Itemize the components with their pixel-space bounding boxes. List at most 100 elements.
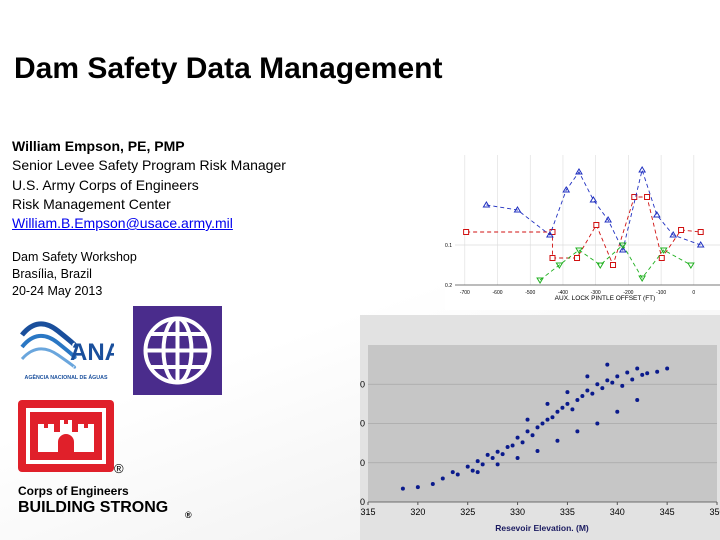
x-tick-label: -500 xyxy=(525,290,535,296)
x-tick-label: 325 xyxy=(460,507,475,517)
data-point xyxy=(535,448,540,453)
data-point xyxy=(600,386,605,391)
marker xyxy=(545,231,554,238)
marker xyxy=(658,255,665,261)
author-line: Risk Management Center xyxy=(12,196,171,212)
data-point xyxy=(530,433,535,438)
marker xyxy=(686,262,695,269)
marker xyxy=(575,247,583,254)
data-point xyxy=(505,445,510,450)
registered-mark: ® xyxy=(114,461,124,476)
data-point xyxy=(465,464,470,469)
x-tick-label: -100 xyxy=(656,290,666,296)
data-point xyxy=(620,383,625,388)
marker xyxy=(696,241,705,248)
data-point xyxy=(495,462,500,467)
author-line: Senior Levee Safety Program Risk Manager xyxy=(12,157,286,173)
footer-line: Corps of Engineers xyxy=(18,484,129,498)
marker xyxy=(555,262,564,269)
data-point xyxy=(520,440,525,445)
x-tick-label: -200 xyxy=(623,290,633,296)
marker xyxy=(562,186,571,193)
marker xyxy=(678,227,685,233)
data-point xyxy=(485,452,490,457)
marker xyxy=(482,201,491,208)
marker xyxy=(659,247,668,254)
data-point xyxy=(455,472,460,477)
y-tick-label: -0.2 xyxy=(445,283,452,289)
marker xyxy=(575,168,583,175)
data-point xyxy=(525,417,530,422)
usace-logo xyxy=(18,400,114,472)
data-point xyxy=(565,401,570,406)
marker xyxy=(593,222,600,228)
data-point xyxy=(555,438,560,443)
x-tick-label: 320 xyxy=(410,507,425,517)
data-point xyxy=(475,470,480,475)
ana-logo: ANA AGÊNCIA NACIONAL DE ÁGUAS xyxy=(18,305,114,395)
y-tick-label: 1500 xyxy=(360,379,365,389)
x-tick-label: 350 xyxy=(709,507,720,517)
series-line xyxy=(486,168,701,252)
plot-area xyxy=(455,155,720,285)
data-point xyxy=(630,377,635,382)
data-point xyxy=(605,362,610,367)
data-point xyxy=(545,417,550,422)
data-point xyxy=(545,401,550,406)
x-tick-label: 315 xyxy=(360,507,375,517)
y-tick-label: 500 xyxy=(360,458,365,468)
marker xyxy=(589,196,598,203)
x-tick-label: 0 xyxy=(692,290,695,296)
data-point xyxy=(580,394,585,399)
data-point xyxy=(515,435,520,440)
event-line: 20-24 May 2013 xyxy=(12,284,103,298)
author-line: U.S. Army Corps of Engineers xyxy=(12,177,199,193)
data-point xyxy=(550,415,555,420)
footer-slogan: BUILDING STRONG xyxy=(18,499,169,516)
data-point xyxy=(645,371,650,376)
marker xyxy=(618,246,627,253)
author-email[interactable]: William.B.Empson@usace.army.mil xyxy=(12,215,233,231)
data-point xyxy=(475,459,480,464)
data-point xyxy=(585,374,590,379)
data-point xyxy=(605,378,610,383)
data-point xyxy=(665,366,670,371)
x-tick-label: -400 xyxy=(558,290,568,296)
marker xyxy=(549,255,556,261)
event-line: Dam Safety Workshop xyxy=(12,250,137,264)
data-point xyxy=(430,481,435,486)
author-name: William Empson, PE, PMP xyxy=(12,138,185,154)
marker xyxy=(536,277,544,284)
marker xyxy=(610,262,617,268)
x-tick-label: 345 xyxy=(660,507,675,517)
marker xyxy=(669,231,678,238)
data-point xyxy=(535,425,540,430)
marker xyxy=(631,194,638,200)
data-point xyxy=(540,421,545,426)
data-point xyxy=(525,429,530,434)
data-point xyxy=(640,372,645,377)
data-point xyxy=(635,366,640,371)
marker xyxy=(652,211,661,218)
data-point xyxy=(450,470,455,475)
data-point xyxy=(470,468,475,473)
marker xyxy=(618,242,627,249)
data-point xyxy=(655,369,660,374)
marker xyxy=(697,229,704,235)
data-point xyxy=(555,409,560,414)
data-point xyxy=(565,390,570,395)
data-point xyxy=(500,452,505,457)
x-axis-label: AUX. LOCK PINTLE OFFSET (FT) xyxy=(555,295,656,302)
data-point xyxy=(590,391,595,396)
ana-subtext: AGÊNCIA NACIONAL DE ÁGUAS xyxy=(25,373,108,381)
data-point xyxy=(560,405,565,410)
ana-text: ANA xyxy=(70,339,114,366)
marker xyxy=(574,255,581,261)
marker xyxy=(638,166,647,173)
marker xyxy=(644,194,651,200)
data-point xyxy=(495,449,500,454)
x-axis-label: Resevoir Elevation. (M) xyxy=(495,523,589,533)
footer-mark: ® xyxy=(185,510,192,520)
